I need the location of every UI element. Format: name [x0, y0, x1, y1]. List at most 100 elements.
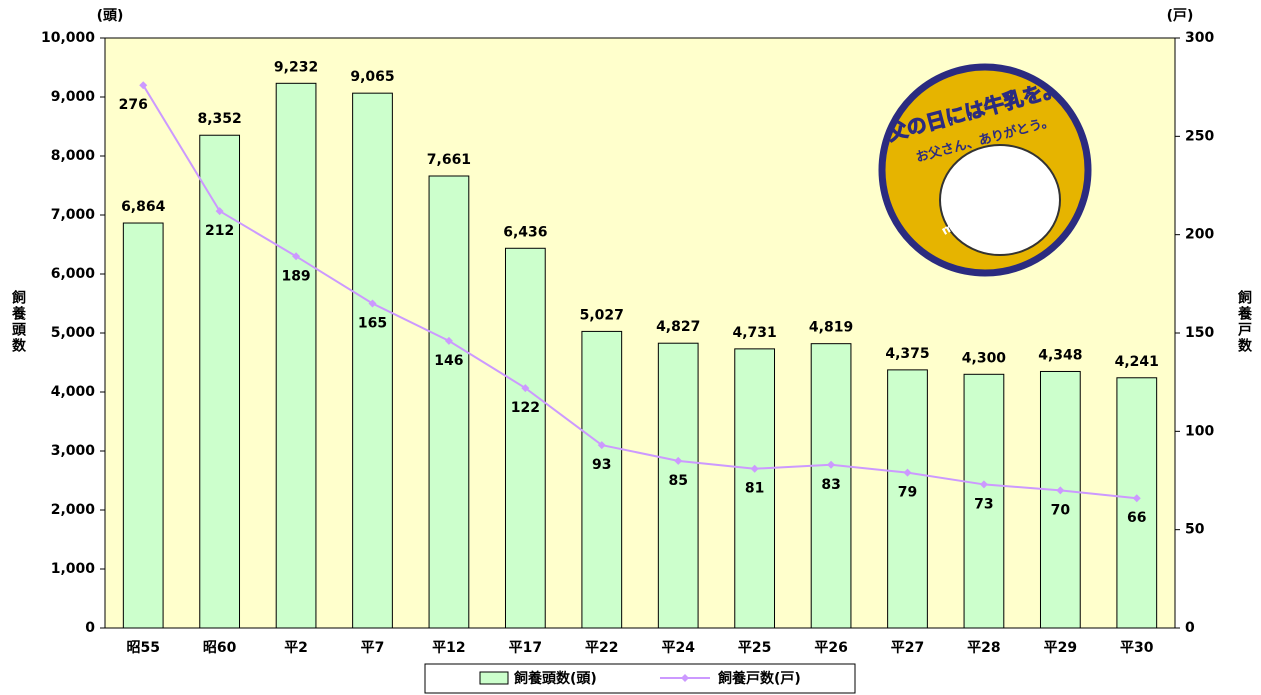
line-value-label: 73: [974, 496, 993, 512]
y2-axis-label: 飼養戸数: [1236, 289, 1253, 354]
bar-value-label: 6,436: [503, 224, 547, 240]
bar-value-label: 5,027: [580, 307, 624, 323]
line: [142, 84, 1137, 500]
line-marker: [674, 456, 683, 465]
line-value-label: 212: [205, 223, 234, 239]
line-marker: [597, 441, 606, 450]
x-tick-label: 平26: [814, 640, 847, 656]
bar: [1116, 377, 1158, 629]
line-marker: [444, 336, 453, 345]
x-tick-label: 昭55: [126, 640, 159, 656]
bar-value-label: 4,300: [962, 350, 1007, 366]
bar-value-label: 9,232: [274, 59, 318, 75]
bar-value-label: 9,065: [350, 69, 394, 85]
y-tick-label: 10,000: [41, 30, 95, 46]
bar-value-label: 4,241: [1115, 354, 1159, 370]
y2-tick-label: 300: [1185, 30, 1214, 46]
legend-label: 飼養戸数(戸): [717, 670, 801, 687]
line-value-label: 146: [434, 353, 463, 369]
x-tick-label: 昭60: [203, 640, 237, 656]
bar: [581, 330, 623, 629]
bar: [199, 134, 241, 629]
badge: 父の日には牛乳を。 お父さん、ありがとう。 milk: [878, 63, 1092, 277]
bar-value-label: 4,348: [1038, 347, 1082, 363]
line-value-label: 79: [898, 485, 917, 501]
legend-swatch: [479, 671, 509, 685]
bar: [810, 343, 852, 629]
line-value-label: 85: [668, 473, 687, 489]
bar: [887, 369, 928, 629]
bar-value-label: 4,375: [885, 346, 929, 362]
line-marker: [215, 207, 224, 216]
line-value-label: 93: [592, 457, 611, 473]
line-value-label: 122: [511, 400, 540, 416]
y2-tick-label: 50: [1185, 522, 1205, 538]
y-axis-label: 飼養頭数: [10, 289, 27, 354]
x-tick-label: 平28: [967, 640, 1000, 656]
line-marker: [979, 480, 988, 489]
y-tick-label: 7,000: [51, 207, 96, 223]
cow-icon: [939, 144, 1061, 256]
x-tick-label: 平25: [738, 640, 771, 656]
x-tick-label: 平24: [661, 640, 695, 656]
x-tick-label: 平30: [1120, 640, 1154, 656]
bar-value-label: 8,352: [197, 111, 241, 127]
y2-tick-label: 100: [1185, 423, 1214, 439]
line-value-label: 276: [119, 97, 148, 113]
line-value-label: 81: [745, 481, 764, 497]
y-tick-label: 6,000: [51, 266, 96, 282]
bar-value-label: 4,827: [656, 319, 700, 335]
y-tick-label: 2,000: [51, 502, 96, 518]
x-tick-label: 平2: [284, 640, 308, 656]
bar: [275, 82, 317, 629]
y-tick-label: 4,000: [51, 384, 96, 400]
line-marker: [368, 299, 377, 308]
line-value-label: 189: [281, 268, 310, 284]
y2-tick-label: 0: [1185, 620, 1195, 636]
line-marker: [1056, 486, 1065, 495]
y2-tick-label: 250: [1185, 128, 1214, 144]
y-tick-label: 9,000: [51, 89, 96, 105]
line-value-label: 83: [821, 477, 840, 493]
line-value-label: 165: [358, 316, 387, 332]
bar: [122, 222, 164, 629]
legend-label: 飼養頭数(頭): [513, 670, 597, 687]
y2-tick-label: 200: [1185, 227, 1214, 243]
bar: [963, 373, 1005, 629]
line-marker: [903, 468, 912, 477]
line-marker: [521, 384, 530, 393]
line-marker: [292, 252, 301, 261]
y2-tick-label: 150: [1185, 325, 1214, 341]
y2-unit: (戸): [1167, 8, 1194, 24]
y-tick-label: 1,000: [51, 561, 96, 577]
x-tick-label: 平17: [509, 640, 542, 656]
y-unit: (頭): [97, 8, 124, 24]
bar: [657, 342, 699, 629]
bar-value-label: 7,661: [427, 152, 471, 168]
bar: [1039, 370, 1081, 629]
bar-value-label: 6,864: [121, 199, 166, 215]
line-marker: [827, 460, 836, 469]
y-tick-label: 0: [85, 620, 95, 636]
line-marker: [139, 81, 148, 90]
bar-value-label: 4,819: [809, 320, 853, 336]
y-tick-label: 5,000: [51, 325, 96, 341]
x-tick-label: 平7: [361, 640, 385, 656]
line-value-label: 66: [1127, 510, 1146, 526]
line-marker: [750, 464, 759, 473]
bar: [734, 348, 776, 629]
x-tick-label: 平12: [432, 640, 465, 656]
y-tick-label: 8,000: [51, 148, 96, 164]
y-tick-label: 3,000: [51, 443, 96, 459]
bar: [504, 247, 546, 629]
bar: [352, 92, 393, 629]
bar-value-label: 4,731: [732, 325, 776, 341]
bar: [428, 175, 470, 629]
line-marker: [1132, 494, 1141, 503]
x-tick-label: 平29: [1044, 640, 1077, 656]
x-tick-label: 平27: [891, 640, 924, 656]
legend-marker: [681, 674, 689, 682]
line-value-label: 70: [1051, 502, 1071, 518]
x-tick-label: 平22: [585, 640, 618, 656]
